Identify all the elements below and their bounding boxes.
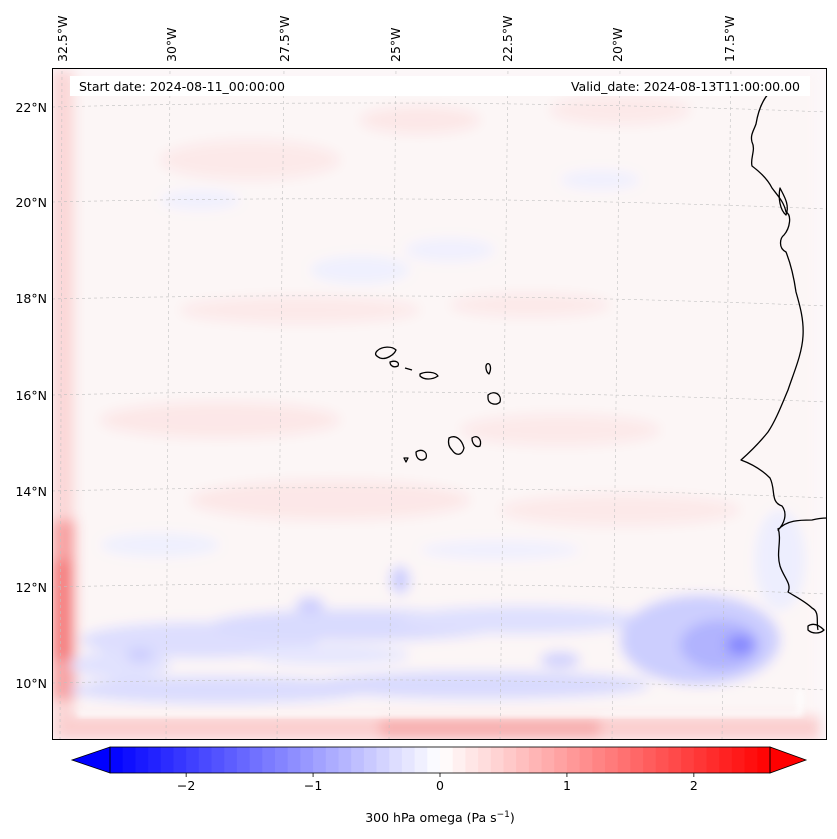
colorbar-cell [173,747,187,773]
coastline [374,91,827,634]
colorbar-cell [503,747,517,773]
colorbar-cell [757,747,771,773]
colorbar-cell [516,747,530,773]
colorbar-cell [300,747,314,773]
colorbar-cell [262,747,276,773]
colorbar-cell [452,747,466,773]
colorbar-tick-label: −1 [304,778,322,793]
colorbar-tick-label: 1 [563,778,571,793]
colorbar-tick-label: −2 [177,778,195,793]
colorbar-cell [655,747,670,773]
colorbar-cell [275,747,289,773]
colorbar-cell [351,747,365,773]
valid-date-label: Valid_date: 2024-08-13T11:00:00.00 [571,79,800,94]
colorbar-cell [122,747,136,773]
map-frame [52,68,827,740]
colorbar-cell [389,747,403,773]
colorbar-cell [363,747,378,773]
colorbar-cell [414,747,428,773]
header-bar [70,76,810,96]
colorbar-cell [287,747,301,773]
africa-coastline [740,91,827,531]
colorbar-min-extend [70,746,111,774]
longitude-labels: 32.5°W 30°W 27.5°W 25°W 22.5°W 20°W 17.5… [55,16,737,62]
colorbar-cell [110,747,124,773]
colorbar-cells [110,747,771,773]
colorbar-max-extend [769,746,808,774]
colorbar-tick-label: 2 [690,778,698,793]
colorbar-cell [617,747,631,773]
colorbar-cell [249,747,263,773]
lon-label: 25°W [388,27,403,62]
lon-label: 22.5°W [500,16,515,62]
start-date-label: Start date: 2024-08-11_00:00:00 [79,79,285,94]
colorbar-cell [528,747,543,773]
lon-label: 32.5°W [55,16,70,62]
colorbar-cell [541,747,555,773]
colorbar-cell [490,747,505,773]
colorbar: −2 −1 0 1 2 300 hPa omega (Pa s−1) [70,746,808,825]
lat-label: 10°N [15,676,47,691]
colorbar-cell [148,747,162,773]
colorbar-cell [465,747,479,773]
graticule [52,68,827,740]
colorbar-cell [440,747,454,773]
colorbar-cell [376,747,390,773]
colorbar-label: 300 hPa omega (Pa s−1) [365,810,515,825]
lon-label: 17.5°W [722,16,737,62]
lat-label: 14°N [15,484,47,499]
colorbar-cell [427,747,441,773]
lon-label: 20°W [610,27,625,62]
lat-label: 12°N [15,580,47,595]
lat-label: 20°N [15,195,47,210]
colorbar-cell [681,747,695,773]
lon-label: 27.5°W [277,16,292,62]
lat-label: 22°N [15,100,47,115]
colorbar-cell [313,747,327,773]
colorbar-cell [160,747,175,773]
lat-label: 16°N [15,388,47,403]
colorbar-tick-label: 0 [436,778,444,793]
latitude-labels: 22°N 20°N 18°N 16°N 14°N 12°N 10°N [15,100,47,691]
colorbar-cell [668,747,682,773]
colorbar-cell [198,747,213,773]
island-santo-antao [374,346,397,360]
colorbar-cell [566,747,581,773]
colorbar-cell [744,747,758,773]
colorbar-cell [224,747,238,773]
lon-label: 30°W [164,27,179,62]
colorbar-cell [731,747,746,773]
colorbar-cell [338,747,352,773]
colorbar-cell [401,747,416,773]
colorbar-ticks: −2 −1 0 1 2 [177,773,698,793]
omega-field [52,68,827,740]
colorbar-cell [643,747,657,773]
colorbar-cell [630,747,644,773]
lat-label: 18°N [15,291,47,306]
colorbar-cell [693,747,708,773]
colorbar-cell [325,747,340,773]
colorbar-cell [719,747,733,773]
colorbar-cell [706,747,720,773]
colorbar-cell [236,747,251,773]
colorbar-cell [554,747,568,773]
colorbar-cell [605,747,619,773]
colorbar-cell [135,747,149,773]
colorbar-cell [211,747,225,773]
colorbar-cell [579,747,593,773]
colorbar-cell [186,747,200,773]
colorbar-cell [592,747,606,773]
colorbar-cell [478,747,492,773]
